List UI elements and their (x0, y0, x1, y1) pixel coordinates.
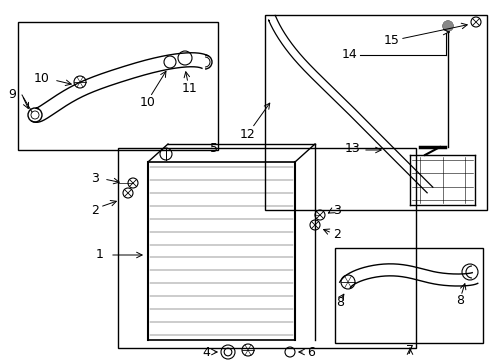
Text: 5: 5 (210, 141, 218, 154)
Bar (118, 148, 416, 348)
Text: 6: 6 (307, 346, 315, 359)
Text: 10: 10 (140, 96, 156, 109)
Text: 4: 4 (202, 346, 210, 359)
Text: 1: 1 (96, 248, 104, 261)
Circle shape (443, 21, 453, 31)
Text: 8: 8 (336, 297, 344, 310)
Text: 2: 2 (91, 203, 99, 216)
Text: 14: 14 (342, 49, 358, 62)
Bar (335, 248, 483, 343)
Text: 3: 3 (91, 171, 99, 184)
Text: 13: 13 (345, 141, 361, 154)
Text: 9: 9 (8, 89, 16, 102)
Text: 8: 8 (456, 293, 464, 306)
Text: 3: 3 (333, 203, 341, 216)
Text: 15: 15 (384, 33, 400, 46)
Text: 12: 12 (240, 129, 256, 141)
Text: 11: 11 (182, 81, 198, 94)
Text: 7: 7 (406, 343, 414, 356)
Bar (265, 15, 487, 210)
Text: 2: 2 (333, 229, 341, 242)
Text: 10: 10 (34, 72, 50, 85)
Bar (18, 22, 218, 150)
